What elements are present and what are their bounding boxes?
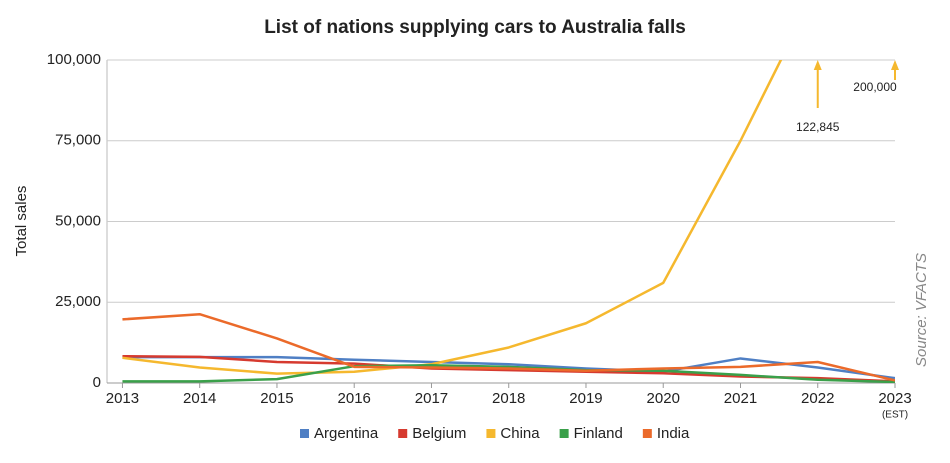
y-tick-label: 100,000: [47, 51, 101, 68]
legend-swatch: [300, 429, 309, 438]
annotation-label: 200,000: [853, 80, 897, 94]
x-tick-label: 2021: [724, 390, 757, 407]
annotation-arrowhead: [813, 60, 822, 70]
x-tick-label: 2019: [569, 390, 602, 407]
annotation-label: 122,845: [796, 120, 840, 134]
line-series: [122, 363, 895, 383]
legend-label: China: [500, 425, 540, 442]
legend-swatch: [642, 429, 652, 438]
y-tick-label: 75,000: [55, 132, 101, 149]
legend-label: Finland: [574, 425, 623, 442]
x-annotation: (EST): [882, 410, 908, 421]
y-tick-label: 0: [93, 374, 101, 391]
chart-title: List of nations supplying cars to Austra…: [264, 17, 686, 38]
x-tick-label: 2017: [415, 390, 448, 407]
line-series: [122, 60, 783, 375]
y-tick-label: 50,000: [55, 212, 101, 229]
legend-swatch: [398, 429, 408, 438]
legend-label: India: [657, 425, 690, 442]
line-series: [122, 312, 895, 382]
x-tick-label: 2020: [647, 390, 680, 407]
plot-area: [122, 60, 895, 383]
x-tick-label: 2014: [183, 390, 216, 407]
annotation-arrowhead: [891, 60, 899, 70]
y-axis-label: Total sales: [13, 186, 30, 257]
x-tick-label: 2016: [338, 390, 371, 407]
x-tick-label: 2023: [878, 390, 911, 407]
line-series: [122, 355, 895, 380]
x-tick-label: 2013: [106, 390, 139, 407]
x-tick-label: 2022: [801, 390, 834, 407]
y-tick-label: 25,000: [55, 293, 101, 310]
legend-swatch: [486, 429, 496, 438]
source: Source: VFACTS: [913, 253, 930, 367]
legend-label: Argentina: [314, 425, 379, 442]
legend-label: Belgium: [412, 425, 466, 442]
legend-swatch: [559, 429, 569, 438]
x-tick-label: 2018: [492, 390, 525, 407]
x-tick-label: 2015: [260, 390, 293, 407]
